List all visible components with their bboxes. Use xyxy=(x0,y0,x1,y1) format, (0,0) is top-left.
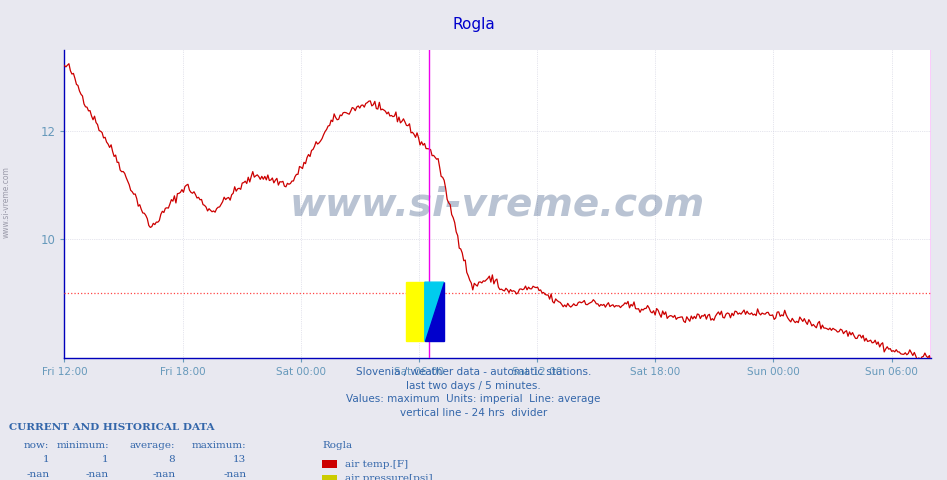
Text: Values: maximum  Units: imperial  Line: average: Values: maximum Units: imperial Line: av… xyxy=(347,394,600,404)
Text: CURRENT AND HISTORICAL DATA: CURRENT AND HISTORICAL DATA xyxy=(9,422,215,432)
Text: www.si-vreme.com: www.si-vreme.com xyxy=(290,185,706,223)
Text: last two days / 5 minutes.: last two days / 5 minutes. xyxy=(406,381,541,391)
Text: -nan: -nan xyxy=(86,469,109,479)
Text: Rogla: Rogla xyxy=(322,441,352,450)
Bar xyxy=(405,282,425,341)
Text: now:: now: xyxy=(24,441,49,450)
Polygon shape xyxy=(425,282,444,341)
Text: -nan: -nan xyxy=(223,469,246,479)
Text: air pressure[psi]: air pressure[psi] xyxy=(345,474,433,480)
Text: Rogla: Rogla xyxy=(452,17,495,32)
Text: air temp.[F]: air temp.[F] xyxy=(345,460,408,468)
Text: 1: 1 xyxy=(102,455,109,464)
Text: maximum:: maximum: xyxy=(191,441,246,450)
Text: 1: 1 xyxy=(43,455,49,464)
Polygon shape xyxy=(425,282,444,341)
Text: minimum:: minimum: xyxy=(56,441,109,450)
Text: -nan: -nan xyxy=(152,469,175,479)
Text: 8: 8 xyxy=(169,455,175,464)
Text: vertical line - 24 hrs  divider: vertical line - 24 hrs divider xyxy=(400,408,547,418)
Text: -nan: -nan xyxy=(27,469,49,479)
Text: 13: 13 xyxy=(233,455,246,464)
Text: www.si-vreme.com: www.si-vreme.com xyxy=(2,166,11,238)
Text: average:: average: xyxy=(130,441,175,450)
Text: Slovenia / weather data - automatic stations.: Slovenia / weather data - automatic stat… xyxy=(356,367,591,377)
